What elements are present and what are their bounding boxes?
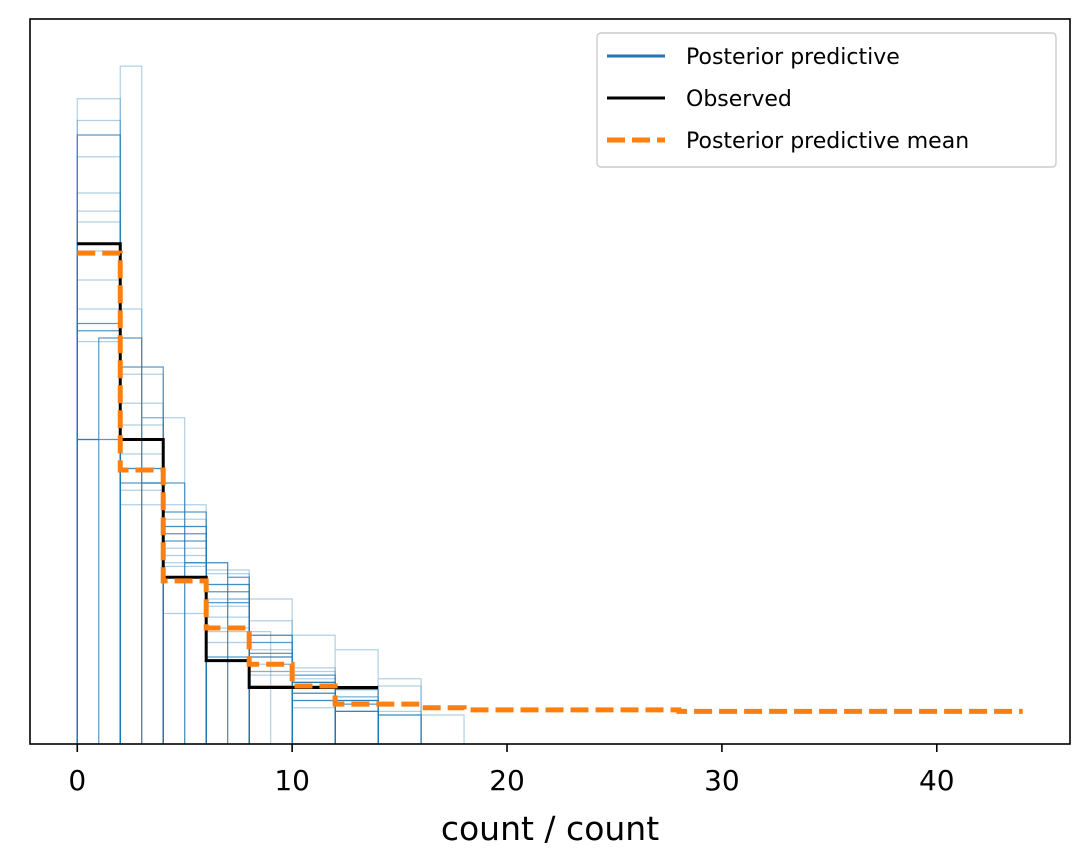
x-axis-label: count / count xyxy=(441,809,659,848)
x-tick-label: 20 xyxy=(489,764,525,797)
posterior-predictive-sample xyxy=(76,119,422,744)
posterior-predictive-mean-line xyxy=(77,250,1023,714)
posterior-predictive-mean-series xyxy=(77,250,1023,714)
plot-frame xyxy=(29,18,1071,745)
legend-label-posterior-predictive: Posterior predictive xyxy=(686,45,900,70)
x-tick-label: 0 xyxy=(68,764,86,797)
legend: Posterior predictive Observed Posterior … xyxy=(596,32,1057,168)
legend-box xyxy=(596,32,1057,168)
legend-label-posterior-predictive-mean: Posterior predictive mean xyxy=(686,129,969,154)
x-tick-label: 40 xyxy=(919,764,955,797)
x-axis-ticks: 0 10 20 30 40 xyxy=(68,744,955,797)
x-tick-label: 30 xyxy=(704,764,740,797)
x-tick-label: 10 xyxy=(274,764,310,797)
legend-label-observed: Observed xyxy=(686,87,792,112)
